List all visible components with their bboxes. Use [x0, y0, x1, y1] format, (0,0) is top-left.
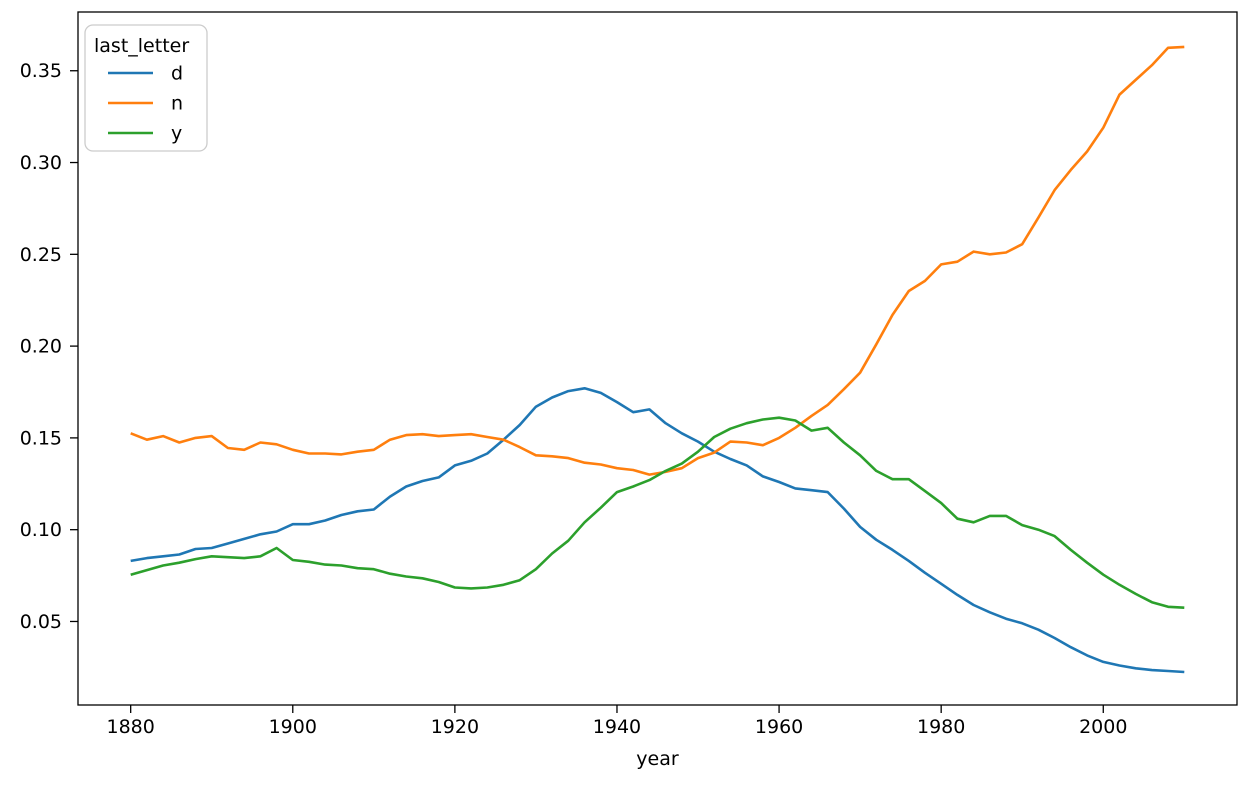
y-tick-label: 0.15 — [20, 427, 62, 449]
y-tick-label: 0.30 — [20, 152, 62, 174]
y-tick-label: 0.05 — [20, 611, 62, 633]
legend-label-d: d — [171, 63, 183, 85]
x-tick-label: 1980 — [917, 716, 965, 738]
x-tick-label: 1960 — [755, 716, 803, 738]
y-axis-ticks: 0.05 0.10 0.15 0.20 0.25 0.30 0.35 — [20, 60, 78, 633]
legend-box — [84, 24, 208, 152]
y-tick-label: 0.10 — [20, 519, 62, 541]
y-tick-label: 0.20 — [20, 336, 62, 358]
legend-label-y: y — [171, 123, 182, 145]
x-tick-label: 1940 — [593, 716, 641, 738]
legend-entries: dny — [108, 63, 183, 145]
x-tick-label: 1900 — [269, 716, 317, 738]
legend-title: last_letter — [94, 35, 189, 57]
legend-label-n: n — [171, 93, 183, 115]
series-line-n — [130, 45, 1185, 476]
y-tick-label: 0.35 — [20, 60, 62, 82]
series-lines — [130, 45, 1185, 674]
x-tick-label: 1920 — [431, 716, 479, 738]
x-tick-label: 2000 — [1079, 716, 1127, 738]
legend: last_letter dny — [84, 24, 208, 152]
series-line-y — [130, 416, 1185, 609]
x-axis-ticks: 1880 1900 1920 1940 1960 1980 2000 — [107, 705, 1127, 738]
y-tick-label: 0.25 — [20, 244, 62, 266]
plot-frame — [77, 11, 1238, 706]
x-axis-label: year — [636, 748, 679, 770]
x-tick-label: 1880 — [107, 716, 155, 738]
series-line-d — [130, 386, 1185, 674]
